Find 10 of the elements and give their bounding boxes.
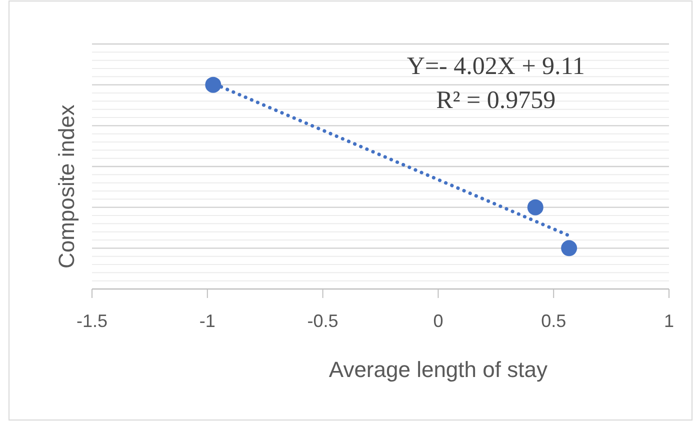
x-axis-title: Average length of stay <box>328 357 548 382</box>
x-tick-label: 0.5 <box>541 311 566 331</box>
x-tick-label: -1 <box>199 311 216 331</box>
x-tick-label: 0 <box>433 311 444 331</box>
x-tick-label: -1.5 <box>76 311 108 331</box>
text: Y=- 4.02X + 9.11 <box>406 53 585 80</box>
x-tick-label: -0.5 <box>307 311 338 331</box>
y-axis-title: Composite index <box>54 104 79 268</box>
x-tick-label: 1 <box>664 311 674 331</box>
annotation: R² = 0.9759 <box>436 87 556 114</box>
